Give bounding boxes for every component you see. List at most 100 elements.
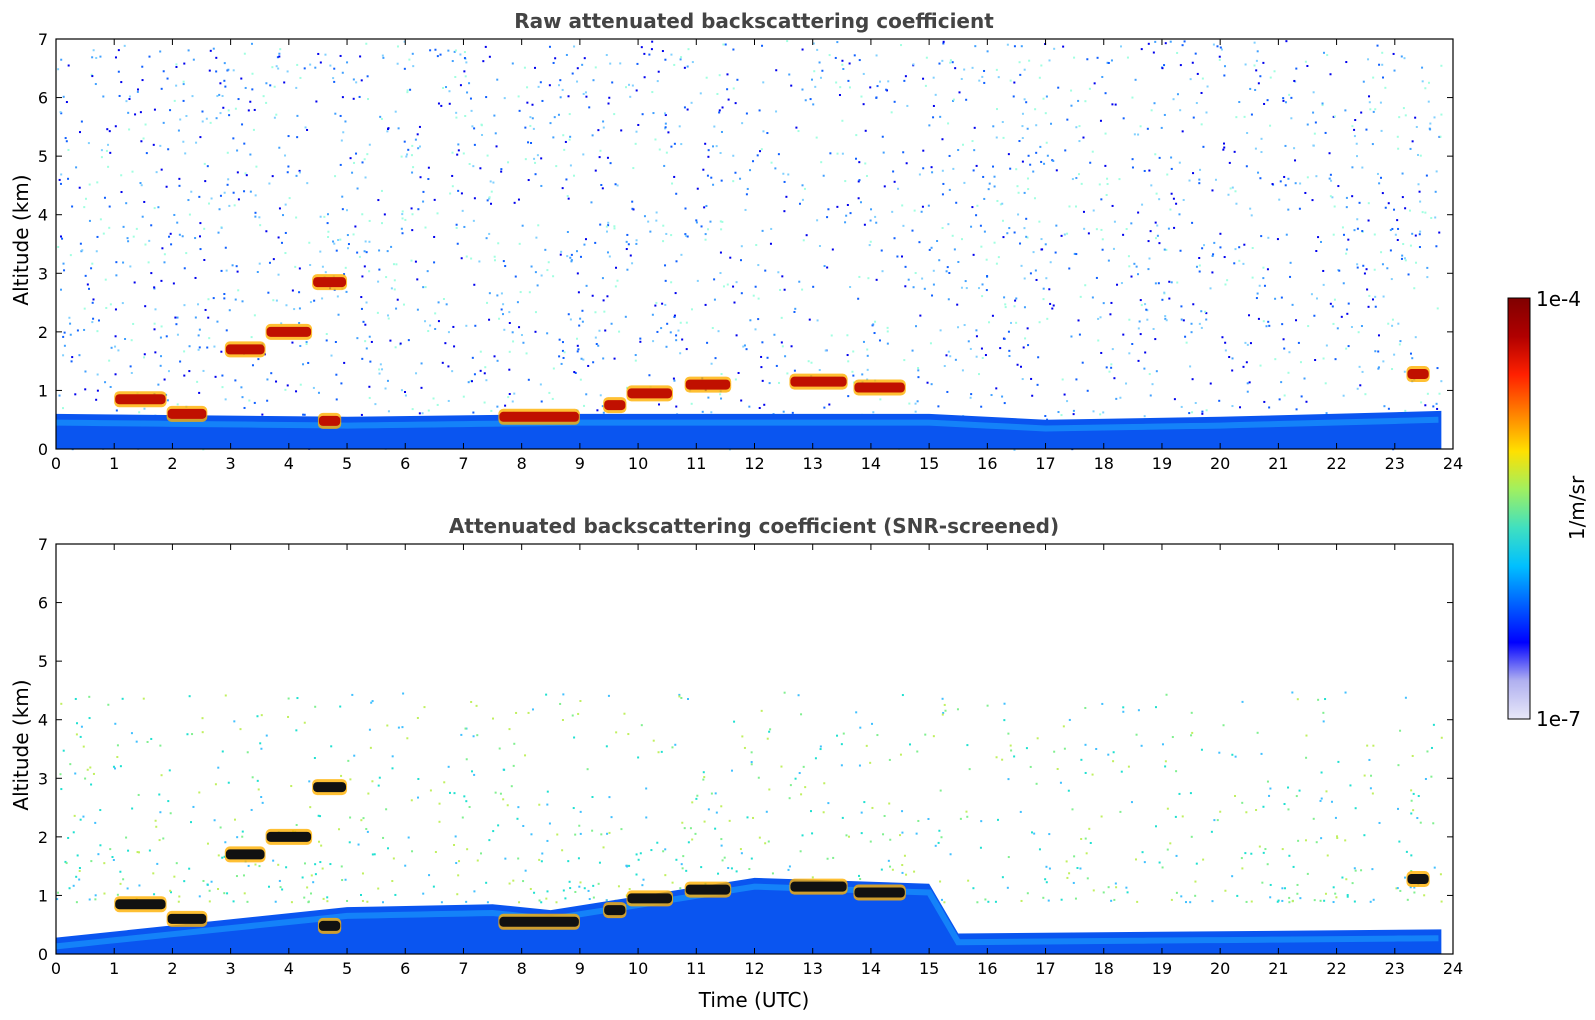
noise-speck (447, 399, 450, 402)
noise-speck (683, 106, 686, 109)
noise-speck (1299, 361, 1302, 364)
noise-speck (1281, 323, 1284, 326)
noise-speck (79, 735, 82, 738)
noise-speck (705, 76, 708, 79)
noise-speck (72, 884, 75, 887)
noise-speck (175, 65, 178, 68)
noise-speck (1254, 88, 1257, 91)
noise-speck (181, 235, 184, 238)
noise-speck (1066, 118, 1069, 121)
noise-speck (1321, 102, 1324, 105)
noise-speck (555, 165, 558, 168)
noise-speck (1407, 273, 1410, 276)
noise-speck (1206, 85, 1209, 88)
noise-speck (1389, 249, 1392, 252)
noise-speck (1163, 113, 1166, 116)
noise-speck (961, 369, 964, 372)
noise-speck (1436, 367, 1439, 370)
noise-speck (1320, 240, 1323, 243)
noise-speck (657, 751, 660, 754)
noise-speck (565, 53, 568, 56)
noise-speck (717, 330, 720, 333)
noise-speck (461, 209, 464, 212)
noise-speck (260, 747, 263, 750)
noise-speck (720, 397, 723, 400)
noise-speck (733, 301, 736, 304)
noise-speck (1042, 298, 1045, 301)
noise-speck (741, 122, 744, 125)
noise-speck (203, 227, 206, 230)
noise-speck (1201, 247, 1204, 250)
noise-speck (1268, 324, 1271, 327)
noise-speck (1402, 243, 1405, 246)
noise-speck (232, 137, 235, 140)
noise-speck (611, 81, 614, 84)
noise-speck (1241, 700, 1244, 703)
noise-speck (365, 827, 368, 830)
noise-speck (362, 817, 365, 820)
noise-speck (1172, 98, 1175, 101)
noise-speck (1002, 236, 1005, 239)
noise-speck (363, 158, 366, 161)
noise-speck (778, 381, 781, 384)
noise-speck (386, 130, 389, 133)
noise-speck (965, 810, 968, 813)
noise-speck (274, 900, 277, 903)
noise-speck (186, 733, 189, 736)
noise-speck (223, 191, 226, 194)
noise-speck (685, 321, 688, 324)
noise-speck (1440, 736, 1443, 739)
noise-speck (804, 786, 807, 789)
noise-speck (285, 866, 288, 869)
noise-speck (1091, 296, 1094, 299)
noise-speck (660, 750, 663, 753)
noise-speck (257, 358, 260, 361)
noise-speck (1010, 749, 1013, 752)
noise-speck (569, 318, 572, 321)
noise-speck (601, 187, 604, 190)
noise-speck (604, 329, 607, 332)
noise-speck (713, 298, 716, 301)
noise-speck (226, 892, 229, 895)
noise-speck (1410, 812, 1413, 815)
noise-speck (1423, 894, 1426, 897)
noise-speck (980, 405, 983, 408)
noise-speck (94, 894, 97, 897)
noise-speck (339, 54, 342, 57)
noise-speck (1288, 93, 1291, 96)
noise-speck (678, 125, 681, 128)
noise-speck (1013, 231, 1016, 234)
noise-speck (540, 184, 543, 187)
noise-speck (219, 194, 222, 197)
noise-speck (822, 174, 825, 177)
cloud-layer (789, 878, 848, 895)
noise-speck (1004, 303, 1007, 306)
noise-speck (228, 204, 231, 207)
noise-speck (757, 264, 760, 267)
noise-speck (976, 901, 979, 904)
noise-speck (552, 367, 555, 370)
noise-speck (645, 816, 648, 819)
noise-speck (60, 173, 63, 176)
noise-speck (920, 210, 923, 213)
noise-speck (173, 99, 176, 102)
noise-speck (847, 395, 850, 398)
noise-speck (745, 112, 748, 115)
noise-speck (1144, 351, 1147, 354)
noise-speck (1245, 900, 1248, 903)
noise-speck (890, 111, 893, 114)
noise-speck (915, 832, 918, 835)
noise-speck (863, 223, 866, 226)
noise-speck (308, 241, 311, 244)
noise-speck (1134, 78, 1137, 81)
y-tick-label: 1 (38, 381, 48, 400)
noise-speck (1249, 342, 1252, 345)
noise-speck (1154, 237, 1157, 240)
noise-speck (368, 728, 371, 731)
noise-speck (1439, 873, 1442, 876)
noise-speck (170, 891, 173, 894)
noise-speck (1212, 253, 1215, 256)
noise-speck (745, 348, 748, 351)
noise-speck (801, 88, 804, 91)
noise-speck (700, 225, 703, 228)
